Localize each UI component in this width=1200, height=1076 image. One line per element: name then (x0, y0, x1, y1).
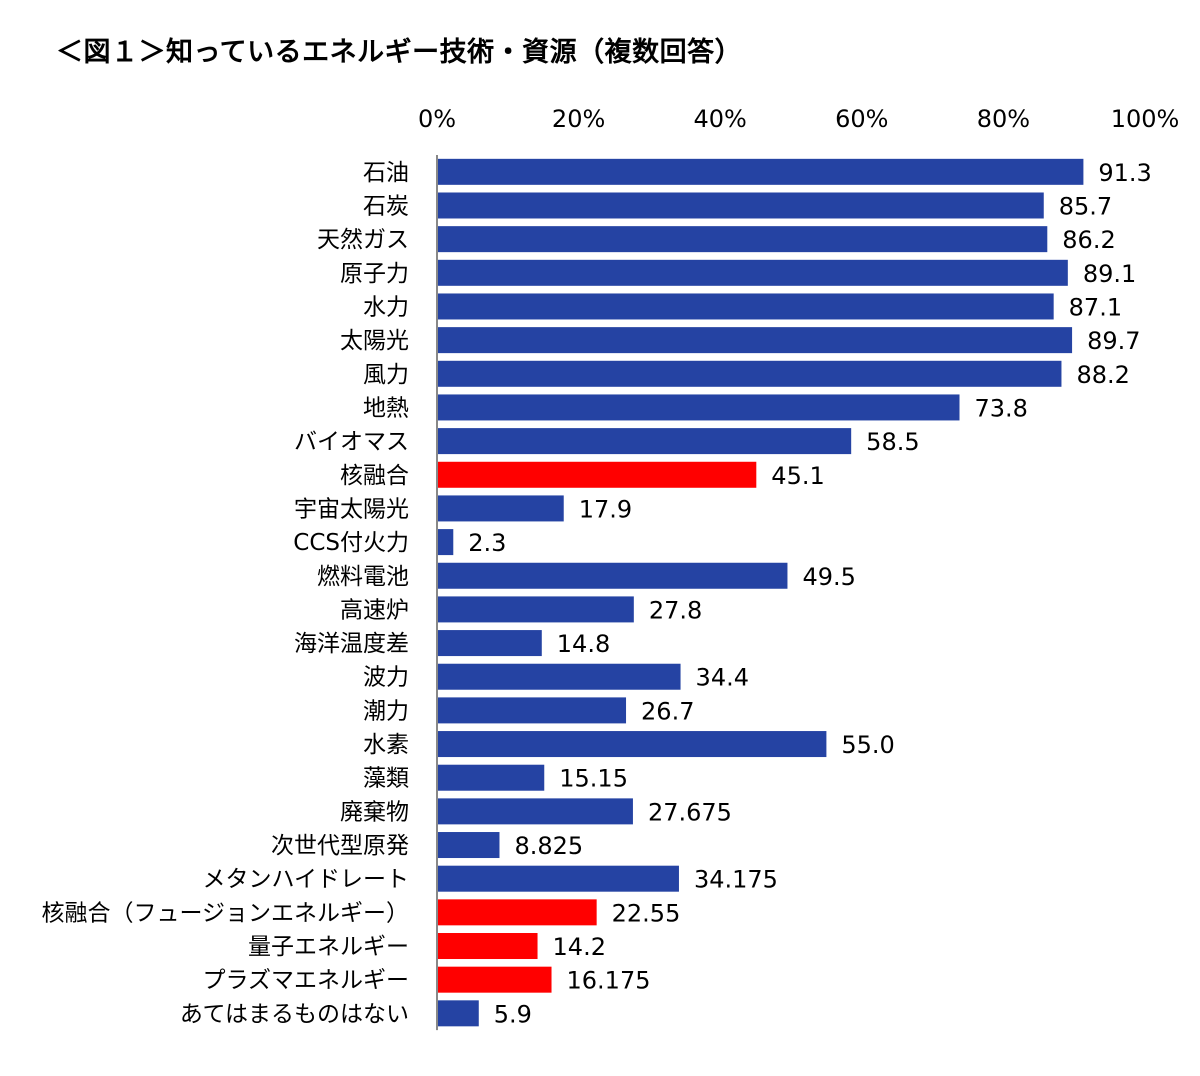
data-label: 14.8 (557, 630, 610, 658)
data-label: 5.9 (494, 1000, 532, 1028)
chart-title: ＜図１＞知っているエネルギー技術・資源（複数回答） (56, 37, 743, 68)
bar (437, 327, 1073, 354)
category-label: 高速炉 (340, 597, 409, 623)
bar (437, 933, 538, 960)
category-label: 地熱 (363, 395, 409, 421)
category-label: メタンハイドレート (202, 867, 409, 893)
bar (437, 832, 500, 859)
bar (437, 663, 681, 690)
category-label: 波力 (363, 665, 409, 691)
category-label: プラズマエネルギー (202, 968, 409, 994)
data-label: 73.8 (975, 394, 1028, 422)
x-tick-label: 80% (977, 105, 1030, 133)
data-label: 26.7 (641, 697, 694, 725)
data-label: 87.1 (1069, 293, 1122, 321)
category-label: 海洋温度差 (294, 631, 409, 657)
data-label: 34.175 (694, 866, 778, 894)
bar (437, 428, 852, 455)
data-label: 22.55 (612, 899, 681, 927)
category-label: 水素 (363, 732, 409, 758)
bar (437, 360, 1062, 387)
data-label: 86.2 (1062, 226, 1115, 254)
bar (437, 394, 960, 421)
bar (437, 226, 1048, 253)
data-label: 91.3 (1098, 159, 1151, 187)
bar (437, 529, 454, 556)
bar (437, 293, 1054, 320)
bar (437, 562, 788, 589)
category-label: 宇宙太陽光 (294, 496, 409, 522)
data-label: 17.9 (579, 495, 632, 523)
data-label: 27.8 (649, 596, 702, 624)
bar (437, 461, 757, 488)
category-label: 核融合 (340, 463, 409, 489)
x-tick-label: 40% (694, 105, 747, 133)
category-label: 量子エネルギー (248, 934, 409, 960)
x-tick-label: 0% (418, 105, 456, 133)
bar (437, 596, 634, 623)
category-label: 風力 (363, 362, 409, 388)
bar (437, 798, 633, 825)
category-label: バイオマス (294, 429, 409, 455)
x-tick-label: 100% (1111, 105, 1180, 133)
bar (437, 630, 542, 657)
category-label: 太陽光 (340, 328, 409, 354)
category-label: 次世代型原発 (271, 833, 409, 859)
x-tick-label: 20% (552, 105, 605, 133)
data-label: 85.7 (1059, 192, 1112, 220)
bar (437, 158, 1084, 185)
bar (437, 192, 1044, 219)
category-label: 水力 (363, 294, 409, 320)
bar (437, 731, 827, 758)
data-label: 89.7 (1087, 327, 1140, 355)
data-label: 27.675 (648, 798, 732, 826)
data-label: 34.4 (696, 664, 749, 692)
data-label: 8.825 (514, 832, 583, 860)
data-label: 2.3 (468, 529, 506, 557)
bar (437, 495, 564, 522)
data-label: 16.175 (567, 967, 651, 995)
bar (437, 764, 545, 791)
category-label: あてはまるものはない (180, 1001, 409, 1027)
bar (437, 1000, 479, 1027)
data-label: 15.15 (559, 765, 628, 793)
category-label: 燃料電池 (317, 564, 409, 590)
category-label: 核融合（フュージョンエネルギー） (41, 900, 409, 926)
category-label: 石炭 (363, 193, 409, 219)
data-label: 49.5 (802, 563, 855, 591)
category-label: 藻類 (363, 766, 409, 792)
data-label: 89.1 (1083, 260, 1136, 288)
category-label: 潮力 (363, 698, 409, 724)
data-label: 58.5 (866, 428, 919, 456)
category-label: CCS付火力 (293, 530, 409, 556)
data-label: 55.0 (841, 731, 894, 759)
bar (437, 697, 627, 724)
x-tick-label: 60% (835, 105, 888, 133)
bar (437, 966, 552, 993)
bar (437, 899, 597, 926)
category-label: 天然ガス (317, 227, 409, 253)
bar (437, 865, 679, 892)
category-label: 石油 (363, 160, 409, 186)
data-label: 88.2 (1076, 361, 1129, 389)
category-label: 原子力 (340, 261, 409, 287)
category-label: 廃棄物 (340, 799, 409, 825)
data-label: 45.1 (771, 462, 824, 490)
data-label: 14.2 (553, 933, 606, 961)
bar (437, 259, 1068, 286)
